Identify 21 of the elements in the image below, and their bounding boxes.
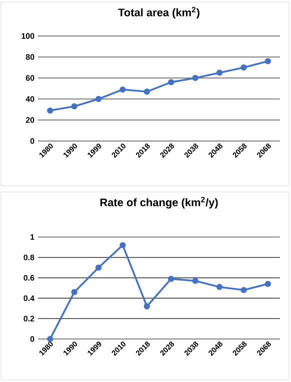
point [192,74,198,82]
point [47,107,54,114]
point [264,58,271,64]
point [144,88,150,95]
point [95,96,102,102]
point [240,286,247,294]
point [120,86,126,93]
point [168,276,174,282]
point [216,284,223,290]
chart-title: Rate of change (km$^{2}$/y) [100,196,218,209]
point [168,79,174,86]
point [264,280,271,288]
chart-title: Total area (km$^{2}$) [118,6,200,18]
point [192,278,198,284]
point [144,303,150,310]
point [95,264,102,271]
point [240,64,247,71]
point [71,288,78,296]
point [71,103,78,110]
point [120,242,126,248]
point [216,70,223,76]
